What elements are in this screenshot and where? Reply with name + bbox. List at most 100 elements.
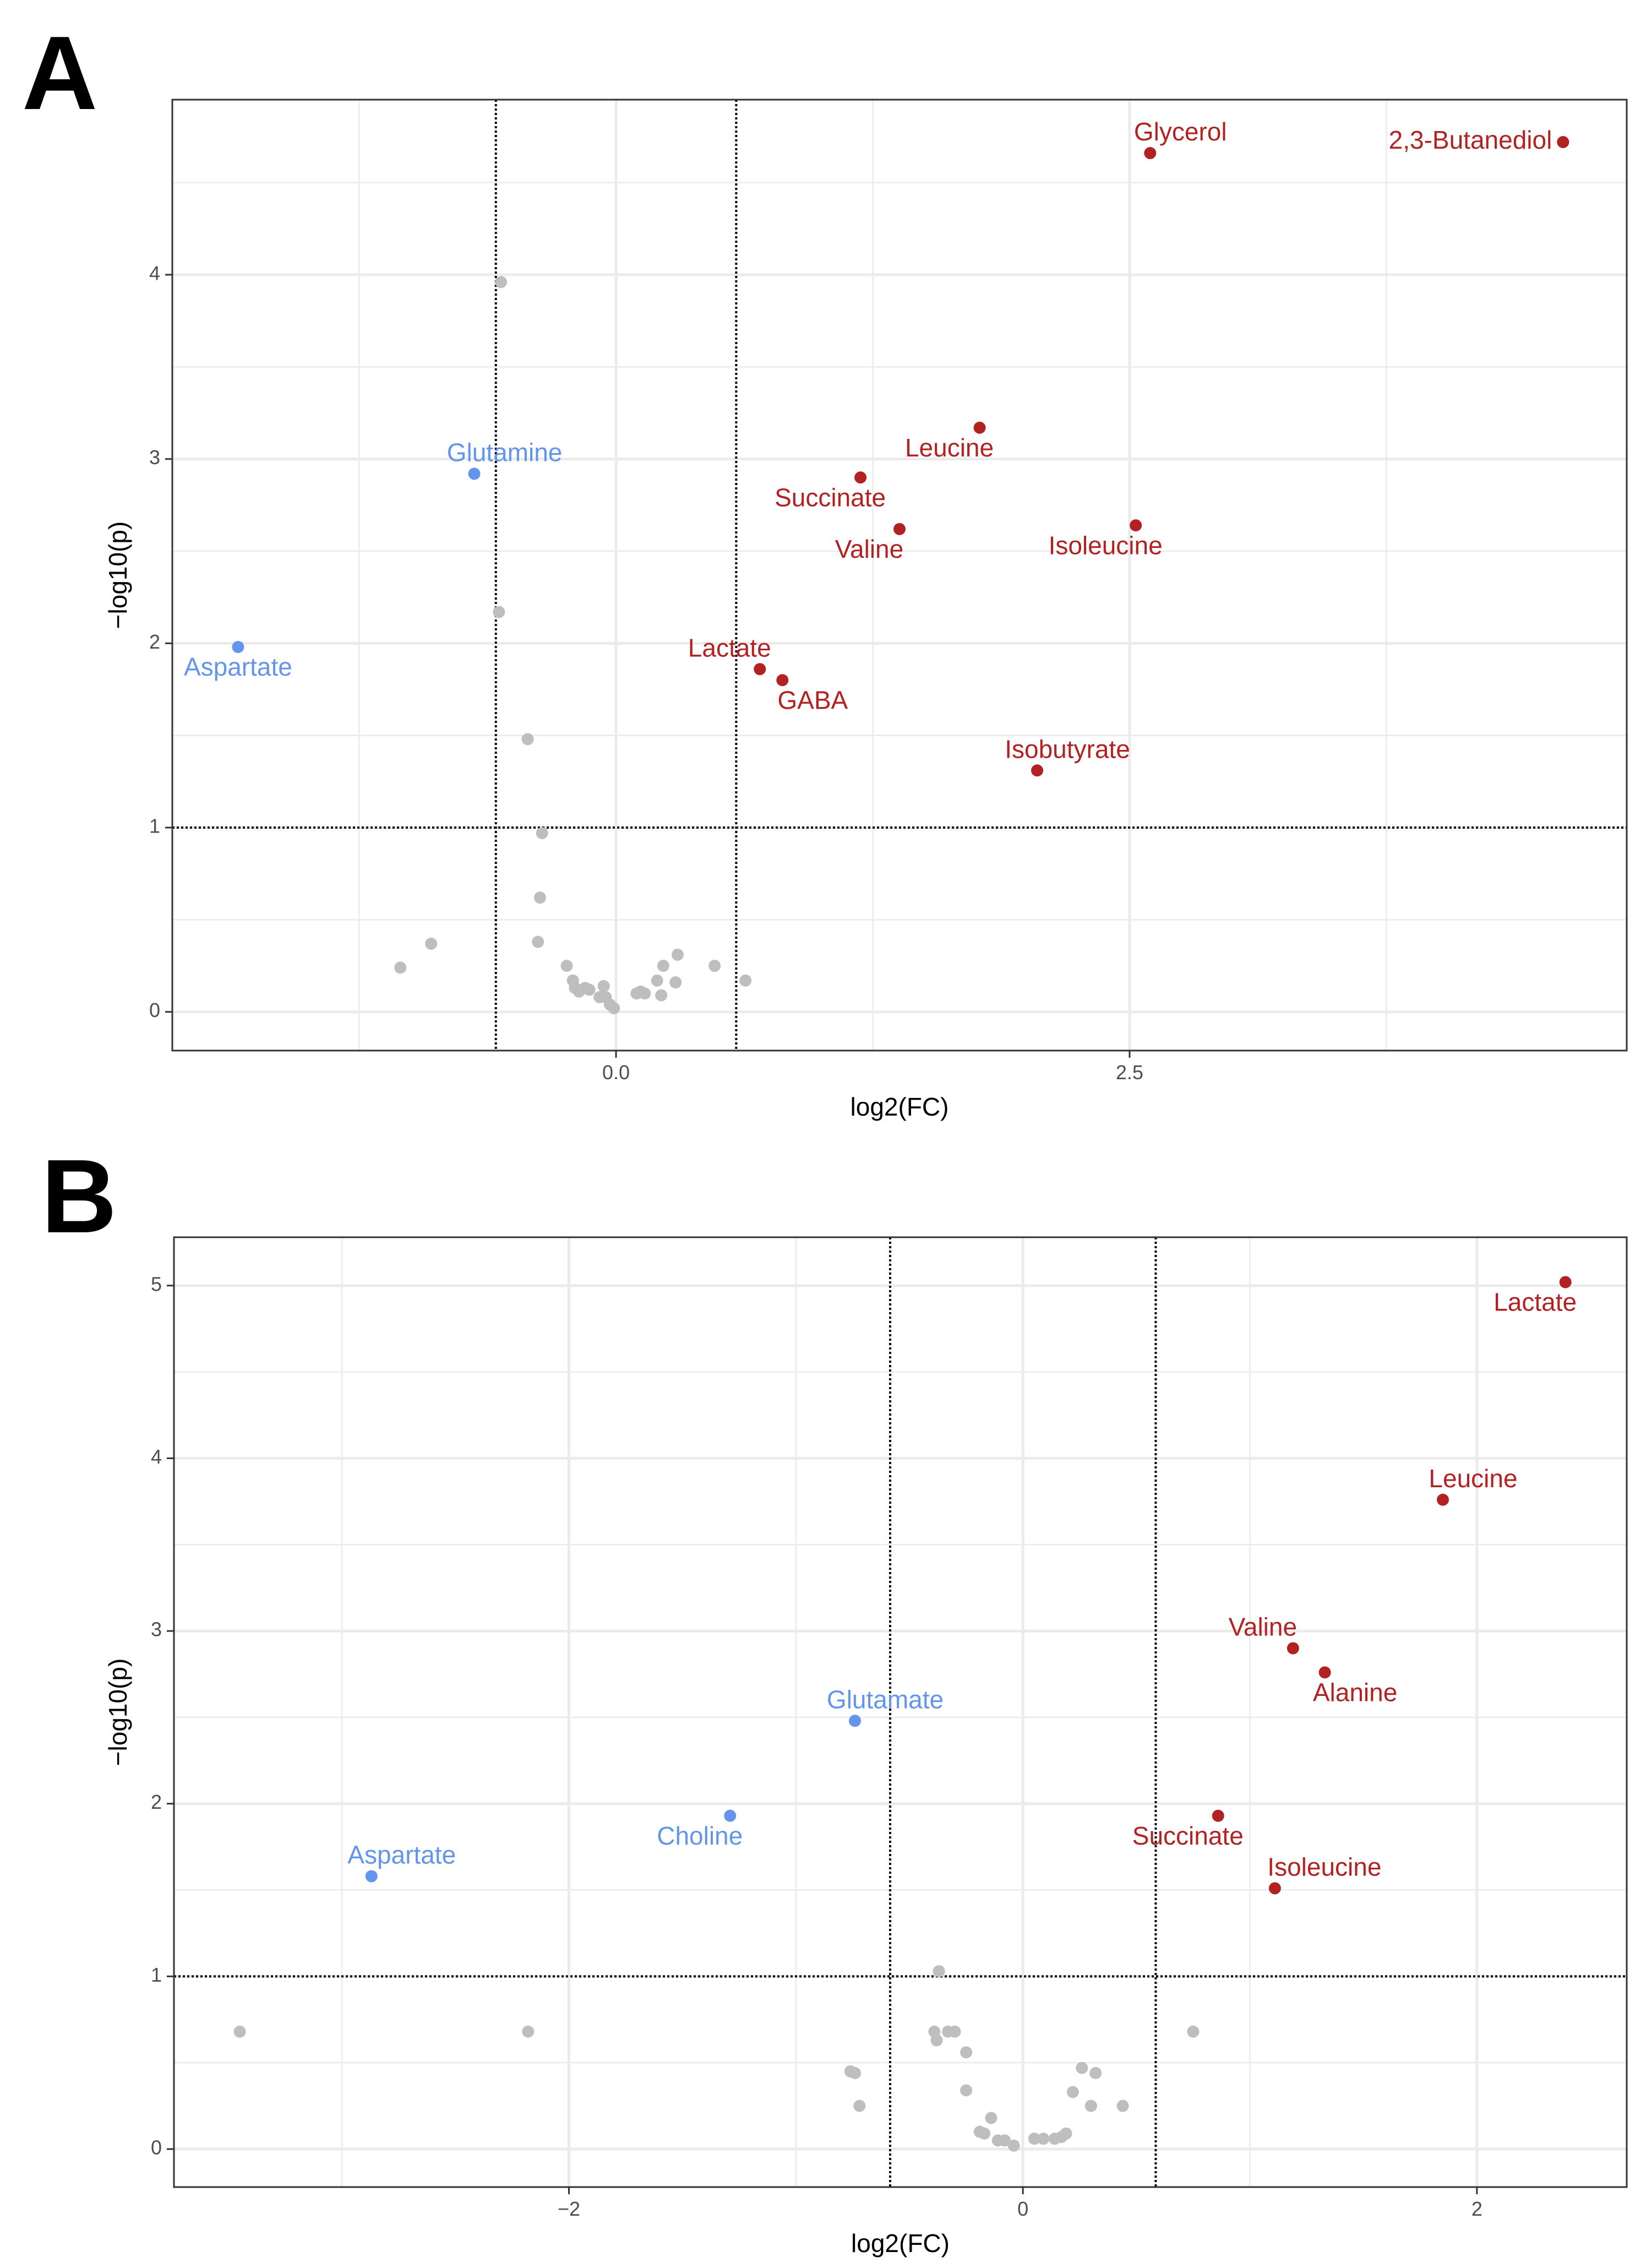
point-label: Valine <box>835 535 903 563</box>
upregulated-point <box>1559 1276 1572 1288</box>
point-label: Aspartate <box>347 1841 456 1869</box>
point-label: 2,3-Butanediol <box>1389 126 1552 154</box>
nonsignificant-point <box>1037 2133 1050 2145</box>
upregulated-point <box>854 471 867 484</box>
point-label: Lactate <box>688 633 771 662</box>
nonsignificant-point <box>978 2127 991 2140</box>
upregulated-point <box>893 523 906 535</box>
upregulated-point <box>1557 135 1569 148</box>
upregulated-point <box>1318 1666 1331 1679</box>
nonsignificant-point <box>536 827 548 840</box>
nonsignificant-point <box>960 2084 973 2097</box>
nonsignificant-point <box>657 960 669 972</box>
nonsignificant-point <box>1084 2100 1097 2112</box>
nonsignificant-point <box>853 2100 866 2112</box>
nonsignificant-point <box>1028 2133 1040 2145</box>
nonsignificant-point <box>533 891 546 904</box>
x-tick-label: 2 <box>1471 2198 1483 2220</box>
y-tick-label: 4 <box>149 262 160 284</box>
panel-a-volcano-plot: A 2,3-Butanediol Glycerol Leucine Succinate V… <box>22 15 1628 1121</box>
y-tick-label: 2 <box>149 630 160 653</box>
x-axis-title: log2(FC) <box>851 1092 949 1121</box>
nonsignificant-point <box>651 974 663 987</box>
nonsignificant-point <box>999 2134 1011 2147</box>
point-label: GABA <box>777 686 848 714</box>
upregulated-point <box>973 421 986 434</box>
nonsignificant-point <box>597 980 610 992</box>
nonsignificant-point <box>669 976 682 989</box>
nonsignificant-point <box>655 989 668 1002</box>
upregulated-point <box>1130 519 1142 532</box>
nonsignificant-point <box>985 2112 998 2124</box>
x-tick-label: 2.5 <box>1116 1061 1143 1084</box>
y-tick-label: 3 <box>151 1618 162 1641</box>
downregulated-point <box>724 1809 737 1822</box>
y-tick-label: 0 <box>151 2136 162 2159</box>
nonsignificant-point <box>1187 2025 1200 2038</box>
y-axis-title: −log10(p) <box>103 1658 132 1766</box>
y-tick-label: 2 <box>151 1791 162 1813</box>
y-tick-label: 5 <box>151 1272 162 1295</box>
nonsignificant-point <box>708 960 721 972</box>
upregulated-point <box>1268 1882 1281 1895</box>
point-label: Valine <box>1229 1613 1297 1641</box>
upregulated-point <box>1437 1493 1449 1506</box>
panel-letter: B <box>41 1138 117 1255</box>
downregulated-point <box>849 1715 862 1727</box>
nonsignificant-point <box>1089 2067 1102 2079</box>
upregulated-point <box>1287 1642 1299 1655</box>
nonsignificant-point <box>495 276 508 289</box>
y-tick-label: 0 <box>149 999 160 1021</box>
y-tick-label: 1 <box>151 1964 162 1986</box>
x-tick-label: −2 <box>558 2198 580 2220</box>
point-label: Leucine <box>1429 1464 1517 1493</box>
downregulated-point <box>365 1870 378 1883</box>
upregulated-point <box>1031 764 1044 777</box>
nonsignificant-point <box>960 2046 973 2059</box>
nonsignificant-point <box>949 2025 961 2038</box>
upregulated-point <box>1144 147 1157 160</box>
point-label: Succinate <box>775 483 886 512</box>
nonsignificant-point <box>493 606 505 618</box>
nonsignificant-point <box>608 1002 620 1015</box>
downregulated-point <box>232 641 244 654</box>
point-label: Isoleucine <box>1049 531 1163 559</box>
nonsignificant-point <box>522 2025 535 2038</box>
nonsignificant-point <box>233 2025 246 2038</box>
downregulated-point <box>468 467 481 480</box>
point-label: Glycerol <box>1134 117 1227 146</box>
x-axis-title: log2(FC) <box>851 2229 950 2258</box>
y-tick-label: 1 <box>149 815 160 837</box>
nonsignificant-point <box>532 936 544 948</box>
plot-background <box>174 1237 1627 2187</box>
nonsignificant-point <box>560 960 573 972</box>
upregulated-point <box>1212 1809 1224 1822</box>
nonsignificant-point <box>1116 2100 1129 2112</box>
y-tick-label: 4 <box>151 1445 162 1468</box>
point-label: Aspartate <box>184 652 292 681</box>
upregulated-point <box>776 674 789 687</box>
point-label: Isoleucine <box>1267 1853 1381 1881</box>
panel-b-volcano-plot: B Lactate Leucine Valine Alanine Succinate Iso… <box>41 1138 1628 2258</box>
y-tick-label: 3 <box>149 446 160 469</box>
plot-frame <box>171 99 1628 1052</box>
x-tick-label: 0.0 <box>602 1061 630 1084</box>
point-label: Choline <box>657 1821 743 1850</box>
upregulated-point <box>754 663 766 676</box>
nonsignificant-point <box>583 983 596 996</box>
nonsignificant-point <box>425 937 438 950</box>
point-label: Leucine <box>905 433 994 462</box>
y-axis-title: −log10(p) <box>103 521 132 629</box>
plot-frame <box>173 1236 1628 2188</box>
point-label: Glutamine <box>447 438 563 467</box>
point-label: Glutamate <box>827 1685 944 1714</box>
plot-background <box>172 100 1627 1051</box>
nonsignificant-point <box>739 974 752 987</box>
point-label: Succinate <box>1132 1821 1244 1850</box>
nonsignificant-point <box>1060 2127 1072 2140</box>
nonsignificant-point <box>639 987 651 1000</box>
point-label: Isobutyrate <box>1005 735 1130 763</box>
nonsignificant-point <box>1066 2086 1079 2098</box>
nonsignificant-point <box>394 961 407 974</box>
